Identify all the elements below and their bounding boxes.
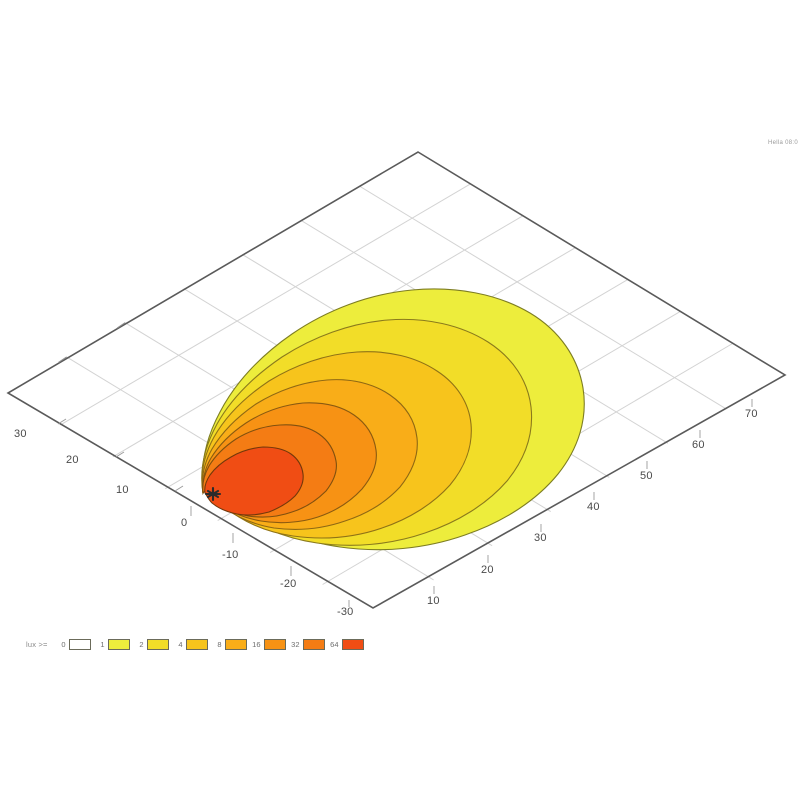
legend-value: 0 bbox=[61, 639, 66, 649]
axis-ticks-left bbox=[58, 322, 126, 363]
contour-band-64 bbox=[204, 446, 304, 516]
legend-value: 16 bbox=[252, 639, 261, 649]
legend-swatch bbox=[107, 638, 130, 650]
legend-value: 2 bbox=[139, 639, 144, 649]
tick-label-bl-1: -20 bbox=[280, 578, 297, 590]
legend-value: 8 bbox=[217, 639, 222, 649]
axis-labels-bottom-right: 10 20 30 40 50 60 70 bbox=[427, 408, 758, 607]
legend-item[interactable]: 0 bbox=[57, 638, 91, 650]
tick-label-br-1: 20 bbox=[481, 564, 494, 576]
tick-label-br-5: 60 bbox=[692, 439, 705, 451]
legend: lux >= 0 1 2 4 8 16 32 bbox=[26, 632, 369, 656]
tick-label-br-4: 50 bbox=[640, 470, 653, 482]
legend-swatch bbox=[341, 638, 364, 650]
figure-stamp: Hella 08:0 bbox=[767, 140, 798, 146]
legend-swatch bbox=[146, 638, 169, 650]
legend-value: 4 bbox=[178, 639, 183, 649]
legend-swatch bbox=[263, 638, 286, 650]
legend-item[interactable]: 2 bbox=[135, 638, 169, 650]
axis-labels-bottom-left: -10 -20 -30 bbox=[222, 549, 354, 618]
legend-item[interactable]: 4 bbox=[174, 638, 208, 650]
legend-item[interactable]: 16 bbox=[252, 638, 286, 650]
legend-title: lux >= bbox=[26, 639, 48, 649]
legend-value: 1 bbox=[100, 639, 105, 649]
axis-labels-left: 30 20 10 0 bbox=[14, 428, 187, 529]
legend-item[interactable]: 8 bbox=[213, 638, 247, 650]
legend-item[interactable]: 64 bbox=[330, 638, 364, 650]
tick-label-br-3: 40 bbox=[587, 501, 600, 513]
legend-value: 64 bbox=[330, 639, 339, 649]
tick-label-br-2: 30 bbox=[534, 532, 547, 544]
legend-value: 32 bbox=[291, 639, 300, 649]
legend-swatch bbox=[68, 638, 91, 650]
tick-label-left-2: 10 bbox=[116, 484, 129, 496]
legend-swatch bbox=[224, 638, 247, 650]
contour-bands bbox=[201, 288, 585, 551]
plot-border bbox=[6, 151, 787, 609]
tick-label-bl-2: -30 bbox=[337, 606, 354, 618]
tick-label-left-0: 30 bbox=[14, 428, 27, 440]
source-marker-icon bbox=[204, 486, 222, 502]
legend-item[interactable]: 32 bbox=[291, 638, 325, 650]
tick-label-br-6: 70 bbox=[745, 408, 758, 420]
tick-label-left-3: 0 bbox=[181, 517, 187, 529]
legend-swatch bbox=[185, 638, 208, 650]
tick-label-left-1: 20 bbox=[66, 454, 79, 466]
tick-label-br-0: 10 bbox=[427, 595, 440, 607]
tick-label-bl-0: -10 bbox=[222, 549, 239, 561]
legend-swatch bbox=[302, 638, 325, 650]
axis-tick-stubs bbox=[57, 399, 753, 607]
legend-item[interactable]: 1 bbox=[96, 638, 130, 650]
